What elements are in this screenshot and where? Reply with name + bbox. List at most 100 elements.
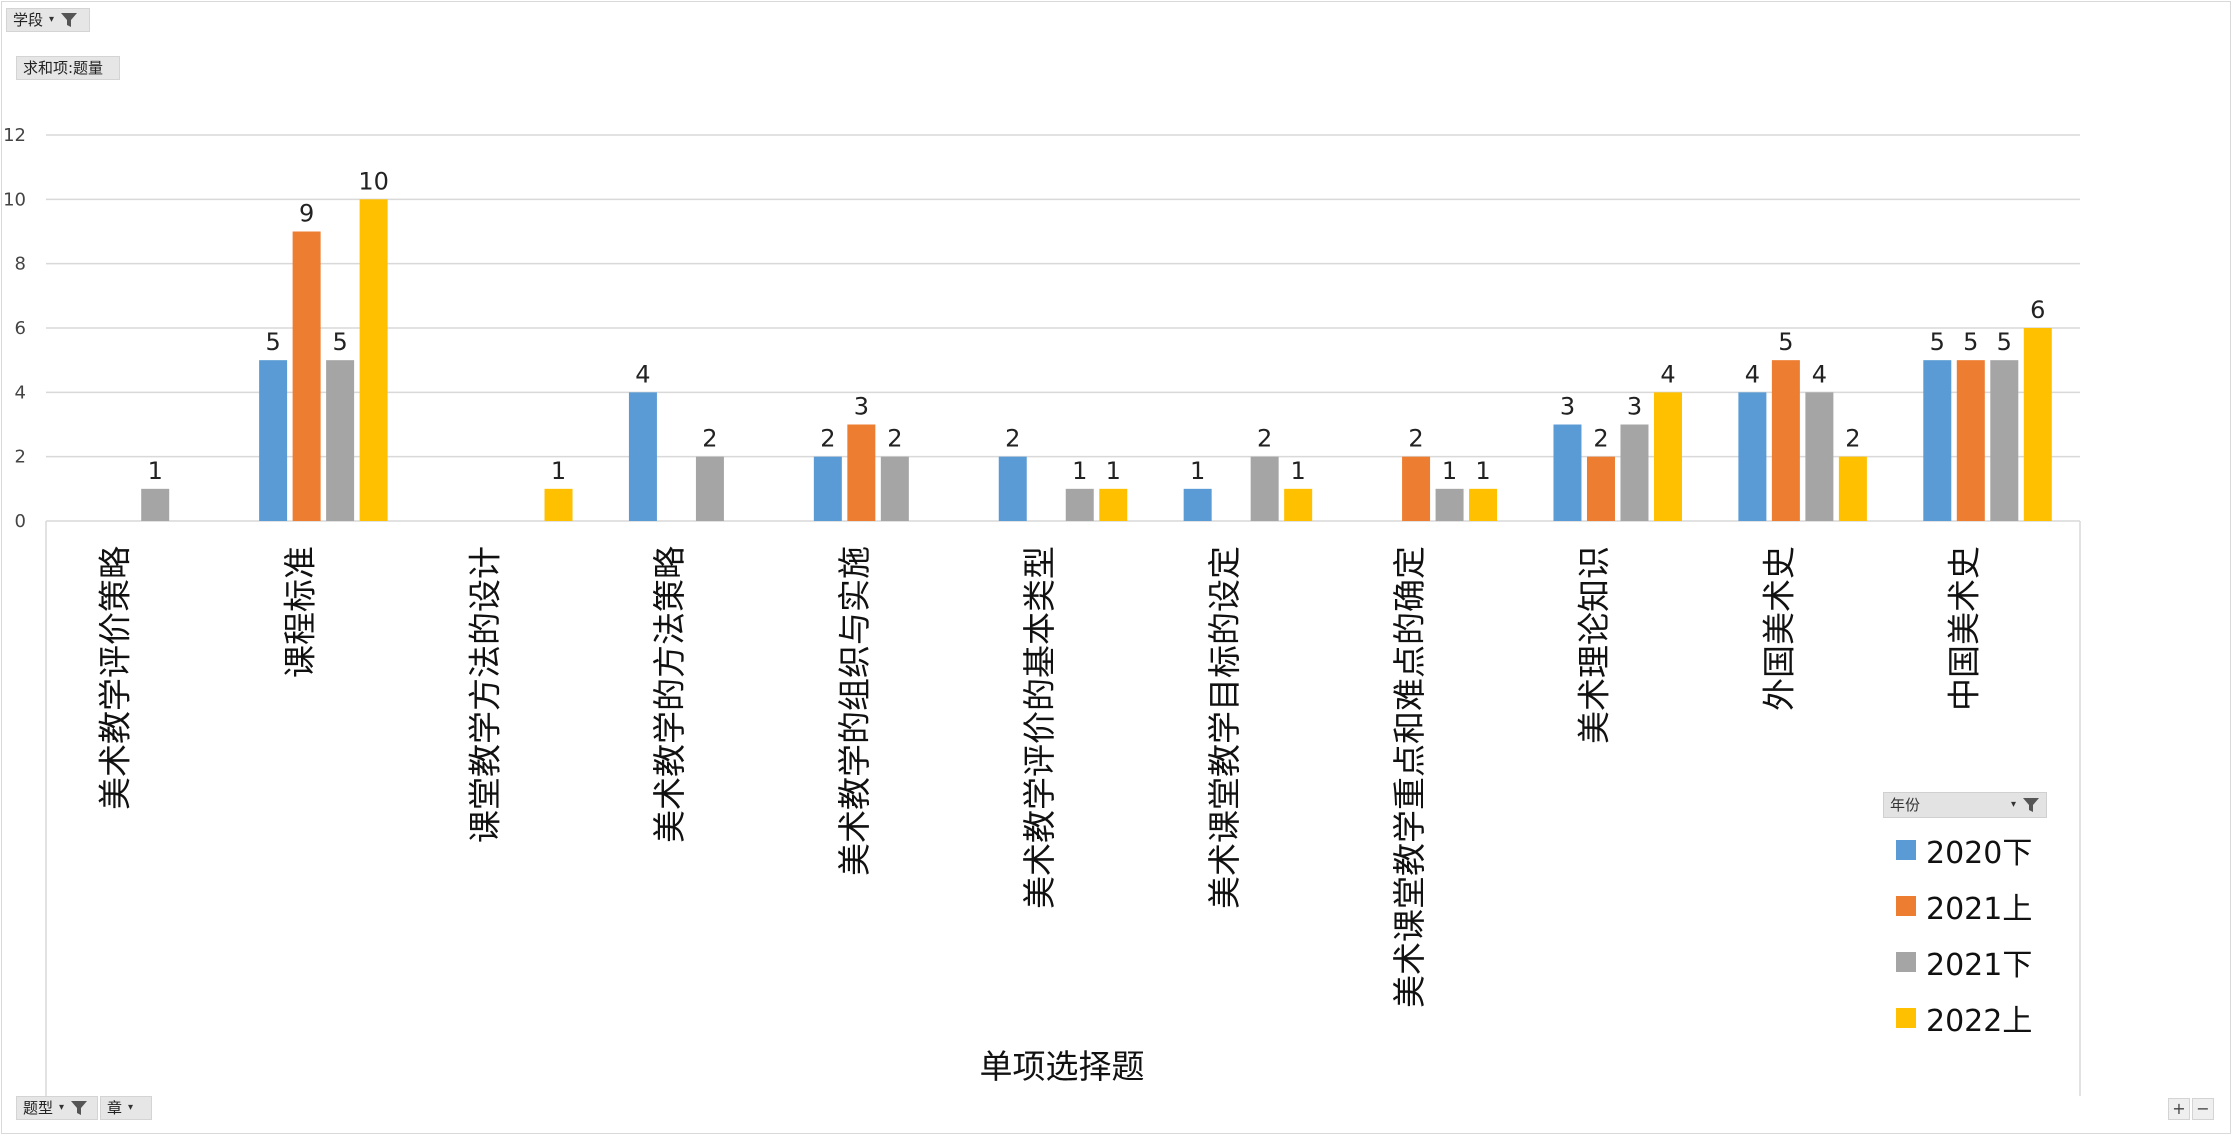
- y-tick-label: 8: [15, 254, 26, 275]
- legend-filter-button[interactable]: 年份 ▾: [1883, 792, 2047, 818]
- legend-label: 2022上: [1926, 1004, 2033, 1039]
- filter-button-tixing[interactable]: 题型 ▾: [16, 1096, 98, 1120]
- data-label: 4: [635, 360, 650, 388]
- data-label: 2: [702, 425, 717, 453]
- bar[interactable]: [1956, 360, 1985, 521]
- filter-icon: [71, 1101, 88, 1115]
- legend-label: 2021下: [1926, 948, 2033, 983]
- bar[interactable]: [326, 360, 355, 521]
- dropdown-arrow-icon: ▾: [2010, 799, 2016, 810]
- bar[interactable]: [847, 424, 876, 522]
- x-category-label: 美术教学评价的基本类型: [1020, 546, 1059, 909]
- bar[interactable]: [359, 199, 388, 522]
- data-label: 2: [1845, 425, 1860, 453]
- bar[interactable]: [1738, 392, 1767, 521]
- legend-swatch: [1896, 896, 1916, 916]
- bar[interactable]: [1469, 488, 1498, 521]
- data-label: 1: [1072, 457, 1087, 485]
- data-label: 6: [2030, 296, 2045, 324]
- legend-item: 2021下: [1896, 934, 2032, 990]
- bar[interactable]: [1402, 456, 1431, 521]
- data-label: 9: [299, 200, 314, 228]
- filter-button-xueduan[interactable]: 学段 ▾: [6, 8, 90, 32]
- bar[interactable]: [1771, 360, 1800, 521]
- legend-swatch: [1896, 952, 1916, 972]
- bar[interactable]: [259, 360, 288, 521]
- data-label: 1: [1442, 457, 1457, 485]
- bar[interactable]: [628, 392, 657, 521]
- bar[interactable]: [1805, 392, 1834, 521]
- bar[interactable]: [1553, 424, 1582, 522]
- bar[interactable]: [1838, 456, 1867, 521]
- bar[interactable]: [1620, 424, 1649, 522]
- value-field-label: 求和项:题量: [23, 59, 104, 77]
- legend-item: 2020下: [1896, 822, 2032, 878]
- y-tick-label: 12: [3, 125, 26, 146]
- y-tick-label: 2: [15, 447, 26, 468]
- bar[interactable]: [544, 488, 573, 521]
- x-category-label: 美术教学评价策略: [95, 546, 134, 810]
- bar[interactable]: [1284, 488, 1313, 521]
- x-category-label: 课堂教学方法的设计: [465, 546, 504, 843]
- filter-icon: [2023, 798, 2039, 812]
- bar[interactable]: [2023, 328, 2052, 521]
- data-label: 1: [1106, 457, 1121, 485]
- legend-label: 2021上: [1926, 892, 2033, 927]
- filter-button-label: 题型: [23, 1099, 54, 1117]
- x-category-label: 美术教学的组织与实施: [835, 546, 874, 876]
- y-tick-label: 4: [15, 382, 26, 403]
- x-category-label: 中国美术史: [1945, 546, 1984, 711]
- data-label: 5: [332, 328, 347, 356]
- bar[interactable]: [1250, 456, 1279, 521]
- data-label: 2: [1005, 425, 1020, 453]
- data-label: 2: [1408, 425, 1423, 453]
- bar[interactable]: [695, 456, 724, 521]
- x-category-label: 美术课堂教学目标的设定: [1205, 546, 1244, 909]
- data-label: 5: [1963, 328, 1978, 356]
- collapse-button[interactable]: −: [2192, 1098, 2214, 1120]
- bar[interactable]: [1099, 488, 1128, 521]
- data-label: 2: [1257, 425, 1272, 453]
- data-label: 4: [1660, 360, 1675, 388]
- bar[interactable]: [1990, 360, 2019, 521]
- data-label: 5: [1778, 328, 1793, 356]
- y-tick-label: 10: [3, 189, 26, 210]
- data-label: 1: [551, 457, 566, 485]
- data-label: 2: [887, 425, 902, 453]
- bar[interactable]: [1065, 488, 1094, 521]
- filter-button-zhang[interactable]: 章 ▾: [100, 1096, 152, 1120]
- data-label: 2: [820, 425, 835, 453]
- bar[interactable]: [292, 231, 321, 522]
- bar[interactable]: [1923, 360, 1952, 521]
- bar[interactable]: [1435, 488, 1464, 521]
- bar[interactable]: [998, 456, 1027, 521]
- data-label: 1: [1291, 457, 1306, 485]
- bar[interactable]: [813, 456, 842, 521]
- data-label: 3: [854, 393, 869, 421]
- bar[interactable]: [1653, 392, 1682, 521]
- dropdown-arrow-icon: ▾: [49, 14, 55, 25]
- legend-swatch: [1896, 1008, 1916, 1028]
- bar[interactable]: [141, 488, 170, 521]
- filter-button-label: 章: [107, 1099, 123, 1117]
- y-tick-label: 6: [15, 318, 26, 339]
- data-label: 1: [1475, 457, 1490, 485]
- bar[interactable]: [1586, 456, 1615, 521]
- x-category-label: 美术课堂教学重点和难点的确定: [1390, 546, 1429, 1008]
- data-label: 1: [1190, 457, 1205, 485]
- legend-label: 2020下: [1926, 836, 2033, 871]
- bar[interactable]: [880, 456, 909, 521]
- x-category-label: 美术理论知识: [1575, 546, 1614, 744]
- data-label: 5: [1997, 328, 2012, 356]
- bar[interactable]: [1183, 488, 1212, 521]
- data-label: 2: [1593, 425, 1608, 453]
- data-label: 10: [358, 167, 389, 195]
- legend-item: 2021上: [1896, 878, 2032, 934]
- data-label: 5: [265, 328, 280, 356]
- expand-button[interactable]: +: [2168, 1098, 2190, 1120]
- dropdown-arrow-icon: ▾: [59, 1102, 65, 1113]
- x-axis-title: 单项选择题: [980, 1047, 1145, 1086]
- value-field-button[interactable]: 求和项:题量: [16, 56, 120, 80]
